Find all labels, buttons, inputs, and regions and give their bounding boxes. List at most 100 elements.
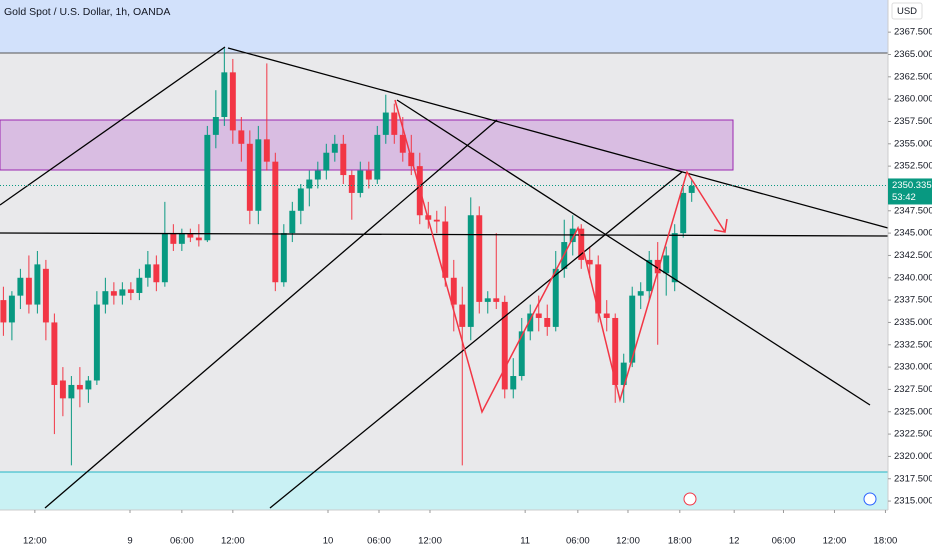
candle-body	[527, 313, 534, 332]
candle-body	[272, 161, 279, 283]
candle-body	[93, 304, 100, 381]
candle-body	[365, 170, 372, 180]
candle-body	[85, 380, 92, 390]
candle-body	[297, 188, 304, 211]
candle-body	[467, 215, 474, 327]
horizontal-line	[0, 232, 889, 237]
candle-body	[102, 291, 109, 305]
y-tick-label: 2347.500	[894, 205, 932, 216]
x-tick-label: 12:00	[418, 536, 442, 547]
candle-body	[501, 301, 508, 390]
candle-body	[544, 317, 551, 327]
candle-body	[348, 175, 355, 193]
y-tick-label: 2317.500	[894, 473, 932, 484]
y-tick-label: 2360.000	[894, 94, 932, 105]
last-price-label: 2350.335	[892, 180, 932, 191]
candle-body	[493, 298, 500, 302]
candle-body	[76, 384, 83, 390]
candle-body	[161, 233, 168, 283]
trend-line	[227, 47, 889, 229]
x-tick-label: 10	[323, 536, 334, 547]
candle-body	[382, 112, 389, 135]
candle-body	[603, 313, 610, 318]
candle-body	[671, 233, 678, 283]
candle-body	[450, 277, 457, 305]
candle-body	[17, 277, 24, 296]
y-tick-label: 2352.500	[894, 161, 932, 172]
y-tick-label: 2340.000	[894, 272, 932, 283]
candle-body	[25, 277, 32, 305]
y-tick-label: 2357.500	[894, 116, 932, 127]
candle-body	[399, 134, 406, 153]
y-tick-label: 2315.000	[894, 496, 932, 507]
time-axis	[0, 510, 932, 550]
y-tick-label: 2337.500	[894, 295, 932, 306]
candle-body	[323, 152, 330, 171]
currency-box[interactable]	[891, 2, 923, 20]
y-tick-label: 2365.000	[894, 49, 932, 60]
candle-body	[433, 219, 440, 222]
candle-body	[178, 233, 185, 244]
last-price-box	[888, 178, 932, 205]
candle-body	[637, 291, 644, 296]
candle-body	[484, 298, 491, 302]
candle-body	[289, 210, 296, 234]
candle-body	[314, 170, 321, 180]
trend-line	[396, 99, 871, 406]
candle-body	[8, 295, 15, 323]
candle-body	[170, 233, 177, 244]
candle-body	[629, 295, 636, 363]
candle-body	[518, 331, 525, 377]
candle-body	[646, 259, 653, 292]
trend-line	[269, 171, 683, 509]
candle-body	[59, 380, 66, 399]
y-tick-label: 2342.500	[894, 250, 932, 261]
candle-body	[331, 143, 338, 153]
candle-body	[212, 117, 219, 135]
x-tick-label: 12:00	[823, 536, 847, 547]
candle-body	[374, 134, 381, 180]
cyan-zone	[0, 472, 888, 510]
y-tick-label: 2332.500	[894, 339, 932, 350]
x-tick-label: 06:00	[367, 536, 391, 547]
candle-body	[238, 130, 245, 144]
candle-body	[263, 139, 270, 162]
candle-body	[144, 264, 151, 278]
x-tick-label: 12:00	[616, 536, 640, 547]
candle-body	[221, 72, 228, 118]
y-tick-label: 2345.000	[894, 228, 932, 239]
y-tick-label: 2367.500	[894, 27, 932, 38]
candle-body	[476, 215, 483, 302]
candle-body	[620, 362, 627, 385]
y-tick-label: 2320.000	[894, 451, 932, 462]
candle-body	[654, 259, 661, 274]
candle-body	[51, 322, 58, 385]
y-tick-label: 2335.000	[894, 317, 932, 328]
candle-body	[663, 255, 670, 274]
candle-body	[204, 134, 211, 241]
candle-body	[612, 317, 619, 385]
y-tick-label: 2325.000	[894, 406, 932, 417]
x-tick-label: 18:00	[874, 536, 898, 547]
candle-body	[136, 277, 143, 293]
x-tick-label: 06:00	[772, 536, 796, 547]
candle-body	[688, 185, 695, 193]
drawings	[0, 46, 889, 509]
candle-body	[535, 313, 542, 318]
candle-body	[391, 112, 398, 135]
candle-body	[459, 304, 466, 327]
candle-body	[110, 291, 117, 296]
trend-line	[44, 119, 498, 509]
y-tick-label: 2322.500	[894, 429, 932, 440]
candle-body	[510, 376, 517, 390]
candle-body	[229, 72, 236, 131]
x-tick-label: 18:00	[668, 536, 692, 547]
candle-body	[255, 139, 262, 211]
supply-zone	[0, 119, 734, 171]
candle-body	[127, 289, 134, 293]
candle-body	[119, 289, 126, 296]
x-tick-label: 12:00	[23, 536, 47, 547]
chart-title: Gold Spot / U.S. Dollar, 1h, OANDA	[4, 6, 170, 18]
currency: USD	[897, 6, 917, 17]
